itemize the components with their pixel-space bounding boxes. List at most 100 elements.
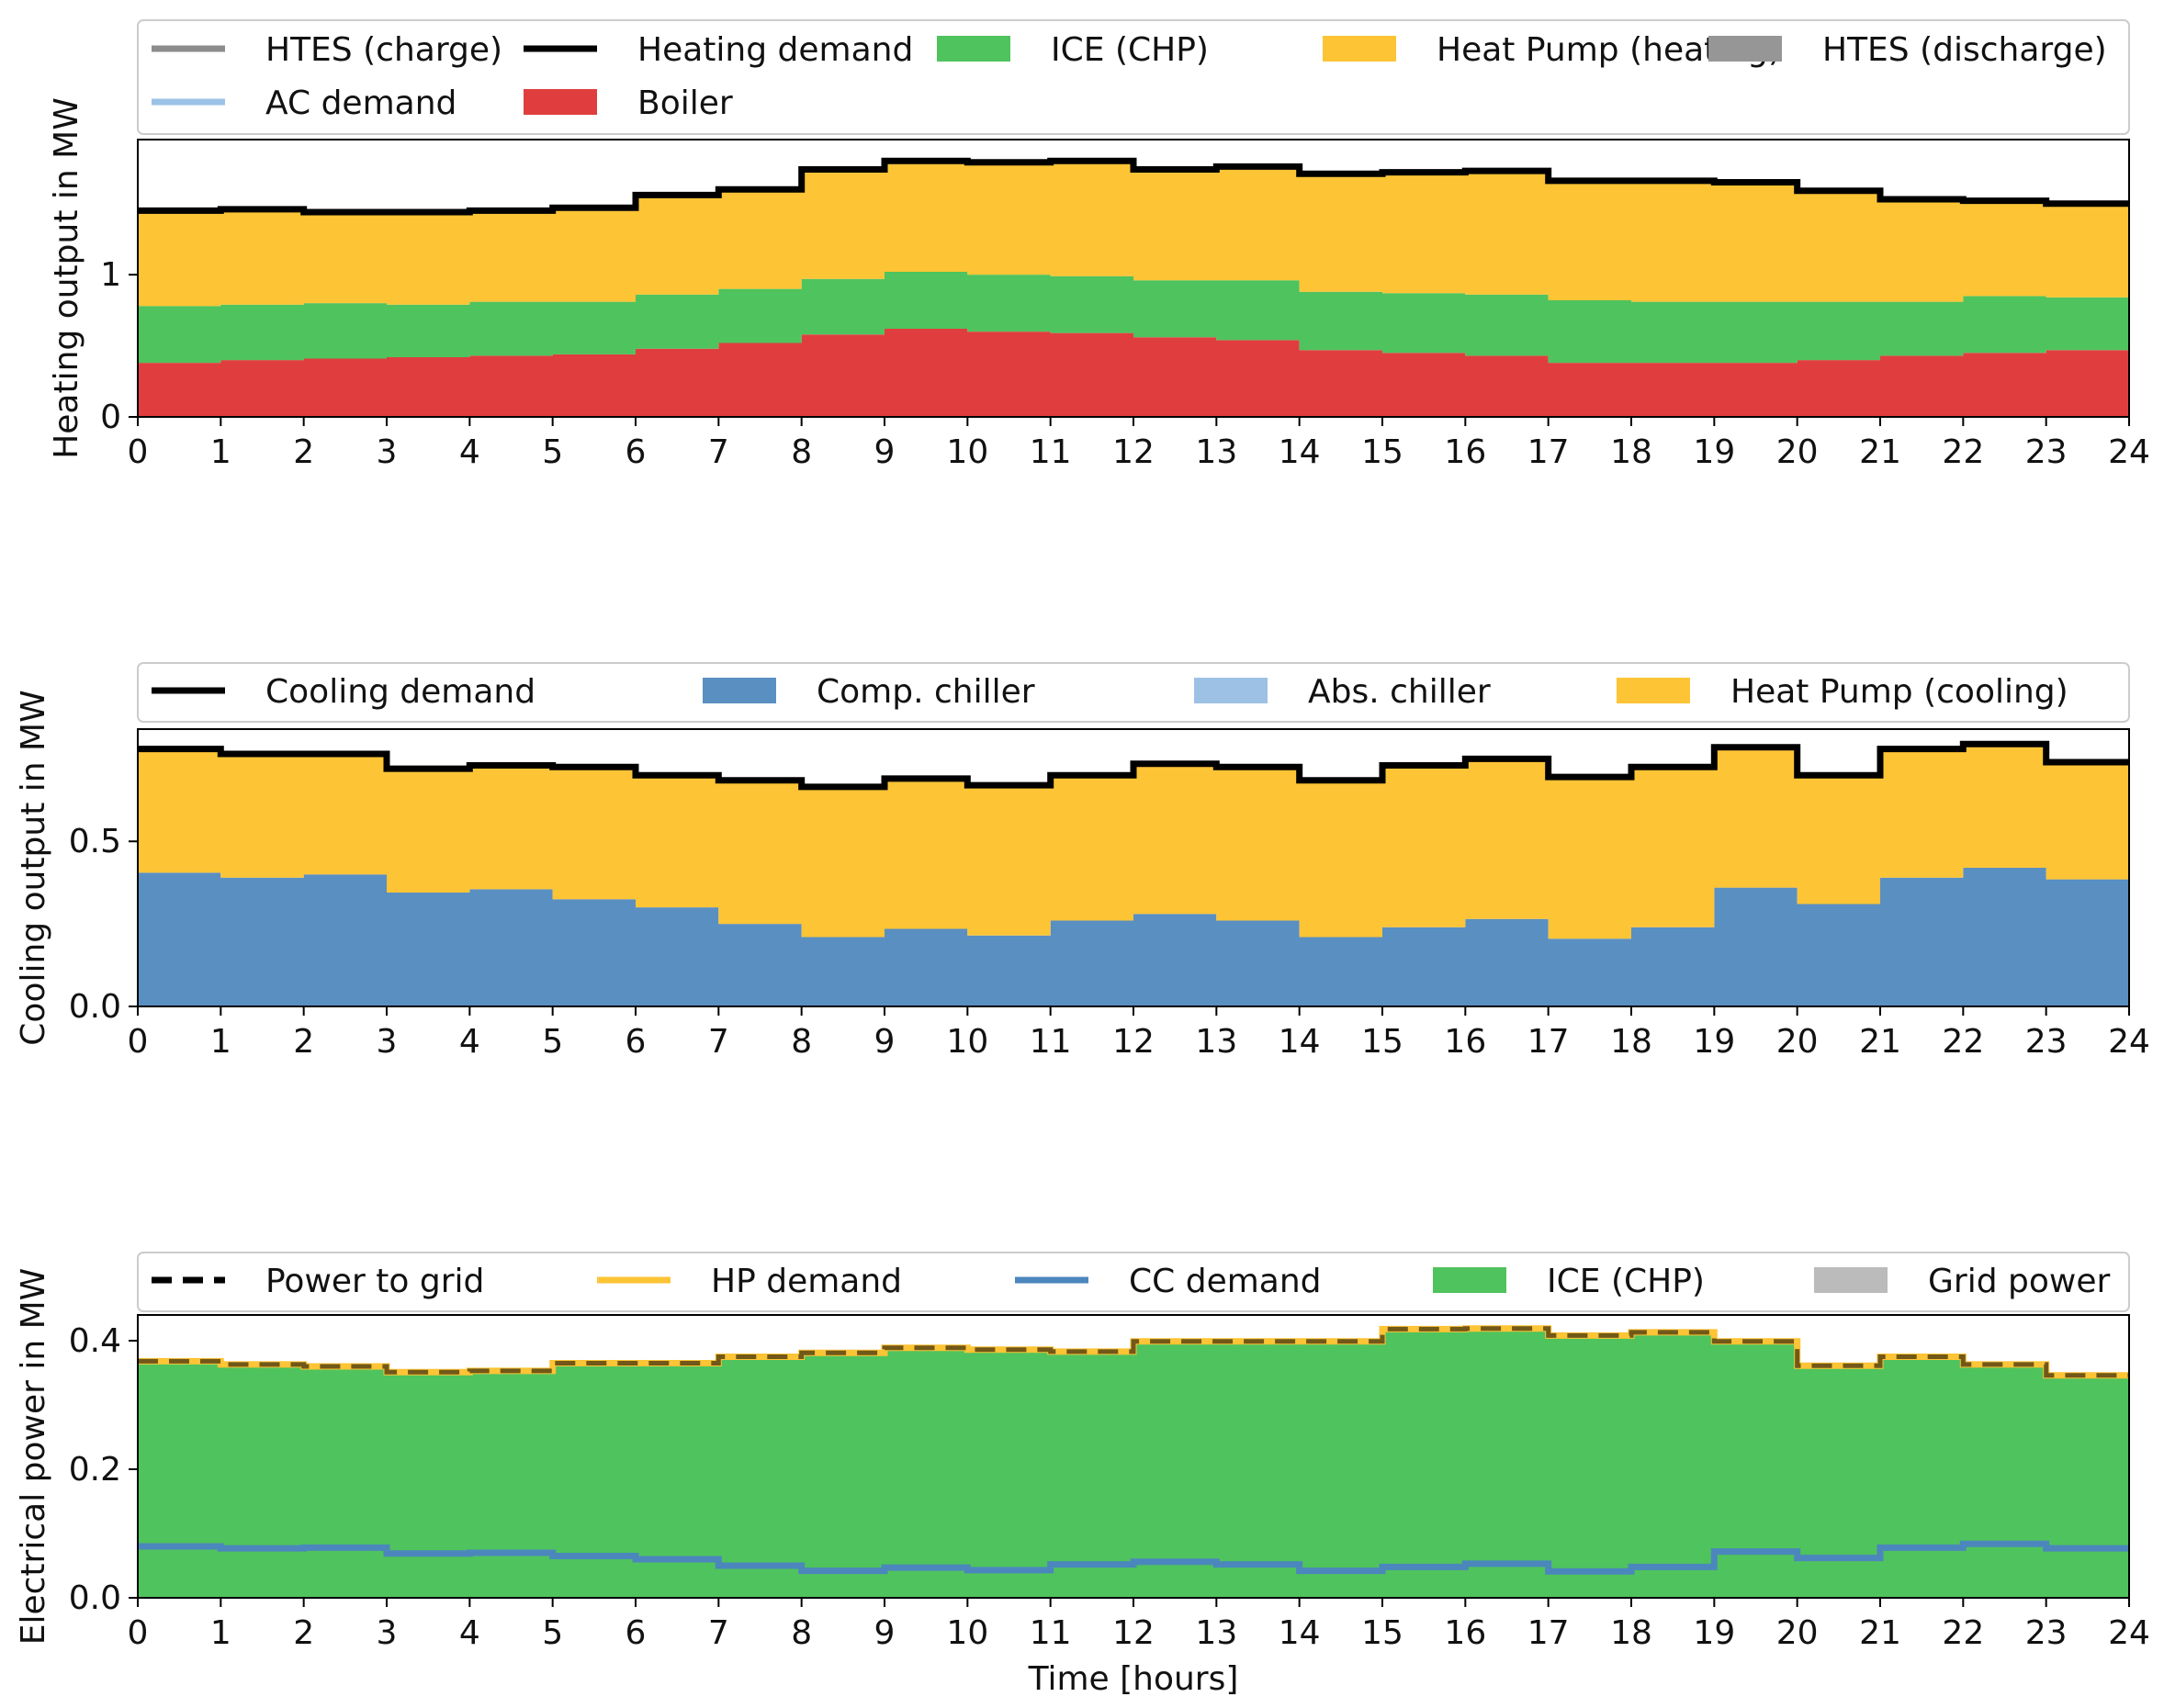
x-tick-label: 4 (459, 1614, 480, 1652)
x-tick-label: 5 (542, 1614, 563, 1652)
x-tick-label: 24 (2108, 1614, 2150, 1652)
legend-swatch (1194, 678, 1268, 703)
x-tick-label: 8 (791, 1614, 812, 1652)
line-power-to-grid (138, 1326, 2129, 1378)
x-tick-label: 16 (1444, 1614, 1486, 1652)
legend-swatch (703, 678, 776, 703)
x-tick-label: 16 (1444, 433, 1486, 471)
x-tick-label: 10 (946, 433, 988, 471)
x-tick-label: 6 (626, 1023, 647, 1061)
x-tick-label: 3 (377, 1023, 398, 1061)
x-tick-label: 2 (293, 1614, 314, 1652)
x-tick-label: 20 (1776, 1023, 1819, 1061)
legend-swatch (937, 36, 1010, 62)
x-axis-title: Time [hours] (1028, 1660, 1239, 1698)
x-tick-label: 14 (1279, 433, 1321, 471)
x-tick-label: 19 (1693, 433, 1735, 471)
y-axis-title: Electrical power in MW (15, 1268, 52, 1646)
x-tick-label: 9 (874, 1023, 896, 1061)
legend-label: AC demand (265, 84, 456, 122)
x-tick-label: 10 (946, 1614, 988, 1652)
x-tick-label: 21 (1859, 1614, 1901, 1652)
x-tick-label: 21 (1859, 1023, 1901, 1061)
x-tick-label: 11 (1030, 1614, 1072, 1652)
x-tick-label: 17 (1527, 1614, 1570, 1652)
legend-swatch (1617, 678, 1690, 703)
y-axis-title: Cooling output in MW (15, 690, 52, 1045)
x-tick-label: 22 (1942, 433, 1984, 471)
x-tick-label: 4 (459, 433, 480, 471)
legend-frame (137, 1252, 2130, 1312)
legend-frame (137, 19, 2130, 135)
x-tick-label: 18 (1610, 1023, 1652, 1061)
x-tick-label: 18 (1610, 433, 1652, 471)
x-tick-label: 11 (1030, 1023, 1072, 1061)
area-ice-chp- (138, 272, 2129, 364)
x-tick-label: 6 (626, 1614, 647, 1652)
legend-label: Heat Pump (cooling) (1730, 673, 2068, 711)
legend-label: Comp. chiller (817, 673, 1035, 711)
x-tick-label: 11 (1030, 433, 1072, 471)
x-tick-label: 23 (2025, 1614, 2068, 1652)
x-tick-label: 8 (791, 1023, 812, 1061)
y-tick-label: 0.0 (69, 988, 121, 1026)
x-tick-label: 13 (1195, 433, 1237, 471)
y-tick-label: 1 (100, 256, 121, 294)
x-tick-label: 0 (128, 433, 149, 471)
x-tick-label: 9 (874, 433, 896, 471)
legend: Power to grid HP demand CC demand ICE (CHP)… (137, 1252, 2130, 1312)
x-tick-label: 2 (293, 433, 314, 471)
chart-panel-2: 0 1 2 3 4 5 6 7 8 9 10 11 12 13 14 15 16 17 18 19 20 21 22 23 24… (15, 662, 2150, 1061)
x-tick-label: 5 (542, 433, 563, 471)
area-heat-pump-cooling- (138, 744, 2129, 939)
x-tick-label: 13 (1195, 1023, 1237, 1061)
line-heating-demand (138, 157, 2129, 216)
x-tick-label: 7 (708, 433, 729, 471)
x-tick-label: 1 (210, 1614, 231, 1652)
legend-label: Grid power (1928, 1263, 2110, 1300)
x-tick-label: 24 (2108, 1023, 2150, 1061)
x-tick-label: 22 (1942, 1614, 1984, 1652)
x-tick-label: 10 (946, 1023, 988, 1061)
y-tick-label: 0.2 (69, 1451, 121, 1489)
x-tick-label: 5 (542, 1023, 563, 1061)
line-cooling-demand (138, 740, 2129, 791)
x-tick-label: 3 (377, 433, 398, 471)
x-tick-label: 20 (1776, 433, 1819, 471)
y-tick-label: 0 (100, 399, 121, 436)
x-tick-label: 23 (2025, 1023, 2068, 1061)
x-tick-label: 19 (1693, 1023, 1735, 1061)
x-tick-label: 6 (626, 433, 647, 471)
legend-swatch (1323, 36, 1396, 62)
x-tick-label: 1 (210, 1023, 231, 1061)
x-tick-label: 16 (1444, 1023, 1486, 1061)
x-tick-label: 14 (1279, 1023, 1321, 1061)
x-tick-label: 4 (459, 1023, 480, 1061)
x-tick-label: 23 (2025, 433, 2068, 471)
x-tick-label: 12 (1112, 1614, 1155, 1652)
x-tick-label: 22 (1942, 1023, 1984, 1061)
y-tick-label: 0.4 (69, 1322, 121, 1360)
legend-label: Power to grid (265, 1263, 484, 1300)
x-tick-label: 12 (1112, 1023, 1155, 1061)
x-tick-label: 24 (2108, 433, 2150, 471)
x-tick-label: 15 (1361, 433, 1403, 471)
legend-swatch (1433, 1267, 1506, 1293)
x-tick-label: 3 (377, 1614, 398, 1652)
x-tick-label: 15 (1361, 1023, 1403, 1061)
chart-panel-1: 0 1 2 3 4 5 6 7 8 9 10 11 12 13 14 15 16 17 18 19 20 21 22 23 24… (48, 19, 2150, 471)
y-axis-title: Heating output in MW (48, 97, 85, 459)
line-cc-demand (138, 1540, 2129, 1575)
legend-swatch (1708, 36, 1782, 62)
legend-label: Boiler (637, 84, 733, 122)
y-tick-label: 0.0 (69, 1579, 121, 1617)
legend-label: HTES (discharge) (1822, 31, 2107, 69)
x-tick-label: 2 (293, 1023, 314, 1061)
legend-swatch (1814, 1267, 1888, 1293)
legend-label: ICE (CHP) (1547, 1263, 1705, 1300)
x-tick-label: 0 (128, 1023, 149, 1061)
x-tick-label: 12 (1112, 433, 1155, 471)
x-tick-label: 13 (1195, 1614, 1237, 1652)
x-tick-label: 15 (1361, 1614, 1403, 1652)
